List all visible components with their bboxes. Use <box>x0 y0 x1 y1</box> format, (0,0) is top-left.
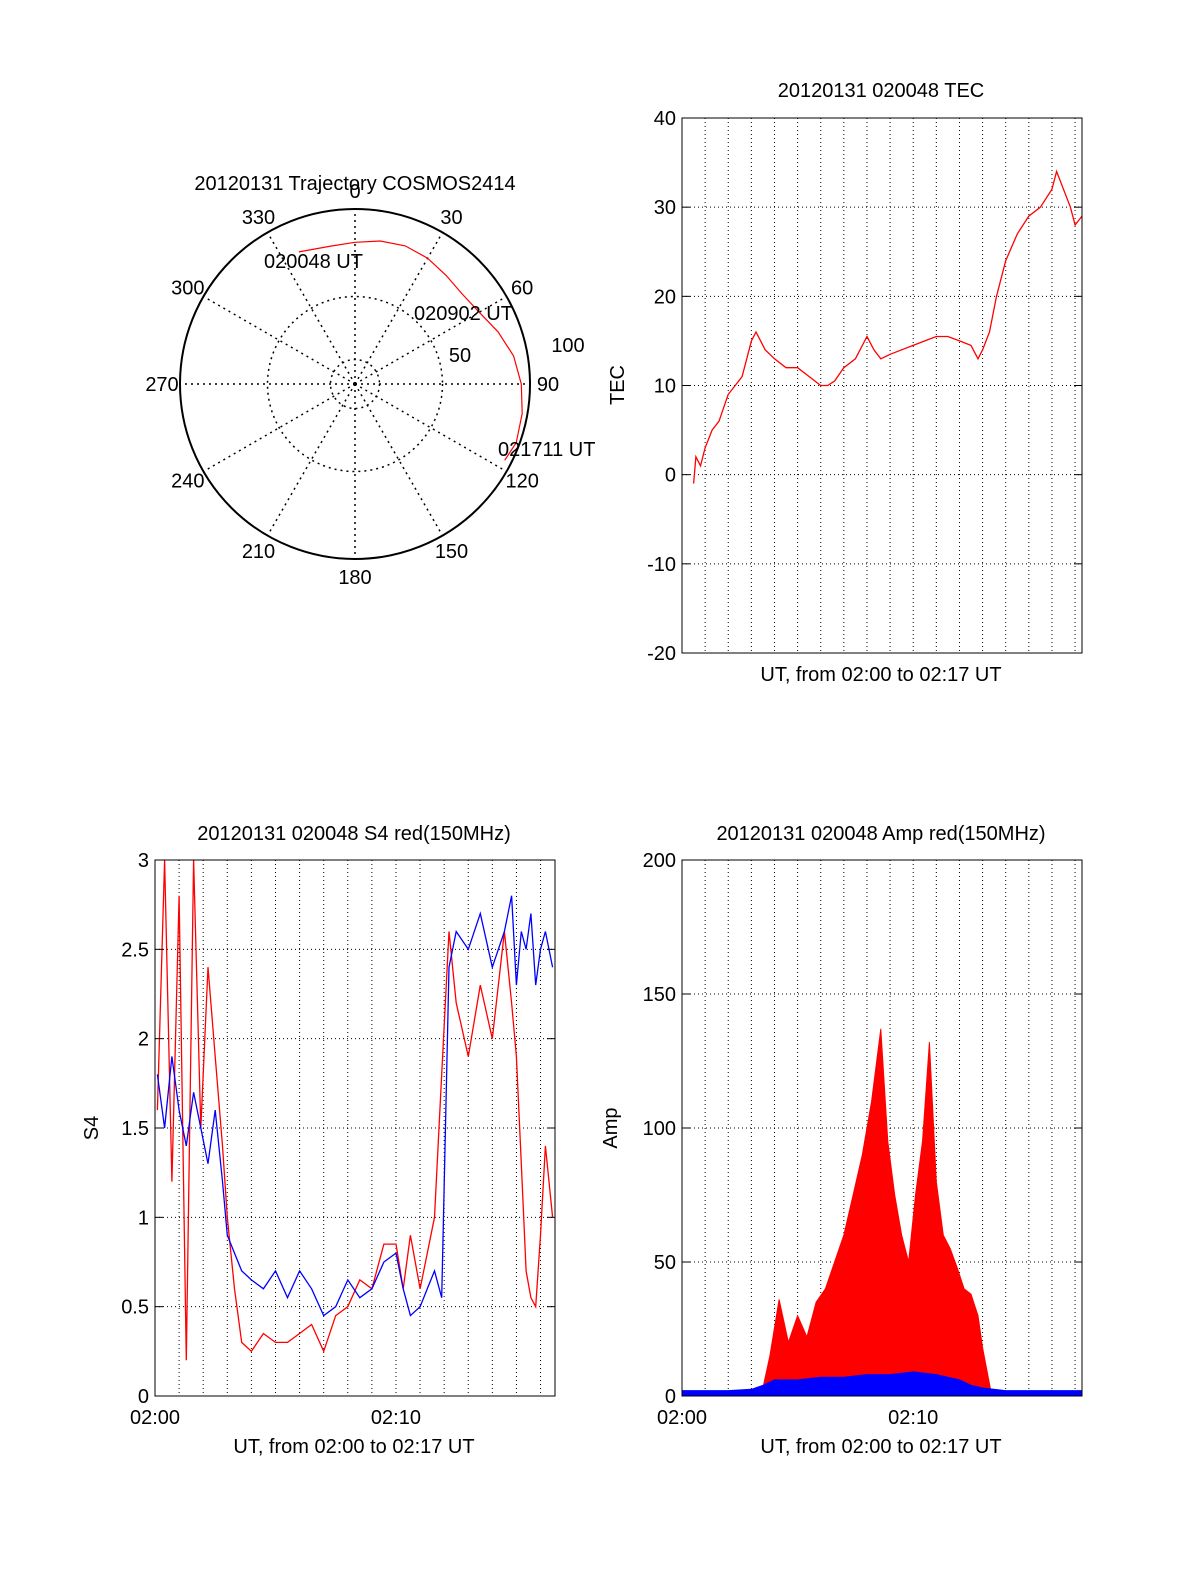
polar-azimuth-label: 300 <box>171 278 204 300</box>
tec-title: 20120131 020048 TEC <box>778 80 984 102</box>
polar-trajectory-plot: 20120131 Trajectory COSMOS2414 0 30 60 90 12… <box>145 173 595 589</box>
polar-azimuth-label: 180 <box>338 567 371 589</box>
amp-plot: 20120131 020048 Amp red(150MHz) 0 50 100 15… <box>600 823 1083 1458</box>
s4-x-tick-label: 02:10 <box>371 1407 421 1429</box>
s4-x-axis-label: UT, from 02:00 to 02:17 UT <box>233 1436 474 1458</box>
amp-title: 20120131 020048 Amp red(150MHz) <box>716 823 1045 845</box>
amp-y-tick-label: 0 <box>665 1386 676 1408</box>
polar-azimuth-label: 270 <box>145 374 178 396</box>
tec-y-tick-label: 0 <box>665 465 676 487</box>
tec-y-tick-label: 10 <box>654 376 676 398</box>
polar-spoke <box>354 383 507 473</box>
tec-series-red <box>692 169 1082 484</box>
polar-azimuth-label: 120 <box>505 471 538 493</box>
amp-y-axis-label: Amp <box>600 1107 622 1148</box>
s4-plot: 20120131 020048 S4 red(150MHz) 0 0.5 1 1.5 2… <box>81 823 556 1458</box>
polar-spoke <box>266 232 356 385</box>
annotation-end-time: 021711 UT <box>498 439 595 461</box>
amp-y-tick-label: 200 <box>643 850 676 872</box>
amp-x-ticks: 02:00 02:10 <box>657 1407 938 1429</box>
amp-y-tick-label: 50 <box>654 1252 676 1274</box>
polar-azimuth-label: 90 <box>537 374 559 396</box>
s4-y-tick-label: 2 <box>138 1029 149 1051</box>
tec-y-tick-label: 20 <box>654 286 676 308</box>
s4-y-tick-label: 1 <box>138 1207 149 1229</box>
amp-y-tick-label: 100 <box>643 1118 676 1140</box>
polar-radial-label-50: 50 <box>449 345 471 367</box>
polar-azimuth-label: 30 <box>440 207 462 229</box>
tec-grid <box>682 118 1082 653</box>
tec-x-axis-label: UT, from 02:00 to 02:17 UT <box>760 664 1001 686</box>
polar-azimuth-labels: 0 30 60 90 120 150 180 210 240 270 300 330 <box>145 181 559 589</box>
s4-grid <box>155 860 555 1396</box>
polar-azimuth-label: 0 <box>349 181 360 203</box>
tec-y-axis-label: TEC <box>607 365 629 405</box>
polar-spoke <box>203 383 356 473</box>
amp-series-blue <box>682 1371 1082 1396</box>
polar-outer-ring <box>179 208 531 560</box>
s4-y-tick-label: 2.5 <box>121 939 149 961</box>
amp-series <box>682 1028 1082 1396</box>
amp-y-ticks: 0 50 100 150 200 <box>643 850 1082 1408</box>
polar-spoke <box>354 295 507 385</box>
annotation-mid-time: 020902 UT <box>414 303 513 325</box>
amp-x-axis-label: UT, from 02:00 to 02:17 UT <box>760 1436 1001 1458</box>
polar-azimuth-label: 60 <box>511 278 533 300</box>
s4-y-axis-label: S4 <box>81 1116 103 1140</box>
s4-y-tick-label: 0 <box>138 1386 149 1408</box>
tec-y-ticks: -20 -10 0 10 20 30 40 <box>647 108 1082 665</box>
s4-title: 20120131 020048 S4 red(150MHz) <box>197 823 511 845</box>
polar-azimuth-label: 150 <box>435 541 468 563</box>
amp-y-tick-label: 150 <box>643 984 676 1006</box>
polar-title: 20120131 Trajectory COSMOS2414 <box>194 173 515 195</box>
polar-spoke <box>266 383 356 536</box>
trajectory-line <box>298 240 523 461</box>
s4-x-tick-label: 02:00 <box>130 1407 180 1429</box>
polar-azimuth-label: 330 <box>242 207 275 229</box>
polar-azimuth-label: 240 <box>171 471 204 493</box>
s4-y-tick-label: 1.5 <box>121 1118 149 1140</box>
s4-x-ticks: 02:00 02:10 <box>130 1407 421 1429</box>
s4-y-tick-label: 3 <box>138 850 149 872</box>
tec-y-tick-label: 30 <box>654 197 676 219</box>
polar-ring <box>329 358 381 410</box>
polar-ring <box>266 295 444 473</box>
s4-y-tick-label: 0.5 <box>121 1297 149 1319</box>
tec-y-tick-label: -10 <box>647 554 676 576</box>
tec-y-tick-label: -20 <box>647 643 676 665</box>
tec-series <box>692 169 1082 484</box>
s4-series-blue <box>156 895 554 1317</box>
amp-x-tick-label: 02:00 <box>657 1407 707 1429</box>
polar-radial-label-100: 100 <box>551 335 584 357</box>
s4-series <box>156 860 554 1361</box>
tec-y-tick-label: 40 <box>654 108 676 130</box>
s4-y-ticks: 0 0.5 1 1.5 2 2.5 3 <box>121 850 555 1408</box>
polar-azimuth-label: 210 <box>242 541 275 563</box>
polar-spoke <box>354 383 444 536</box>
annotation-start-time: 020048 UT <box>264 251 363 273</box>
s4-series-red <box>156 860 554 1361</box>
polar-spoke <box>203 295 356 385</box>
amp-series-red <box>682 1028 1082 1396</box>
amp-x-tick-label: 02:10 <box>888 1407 938 1429</box>
